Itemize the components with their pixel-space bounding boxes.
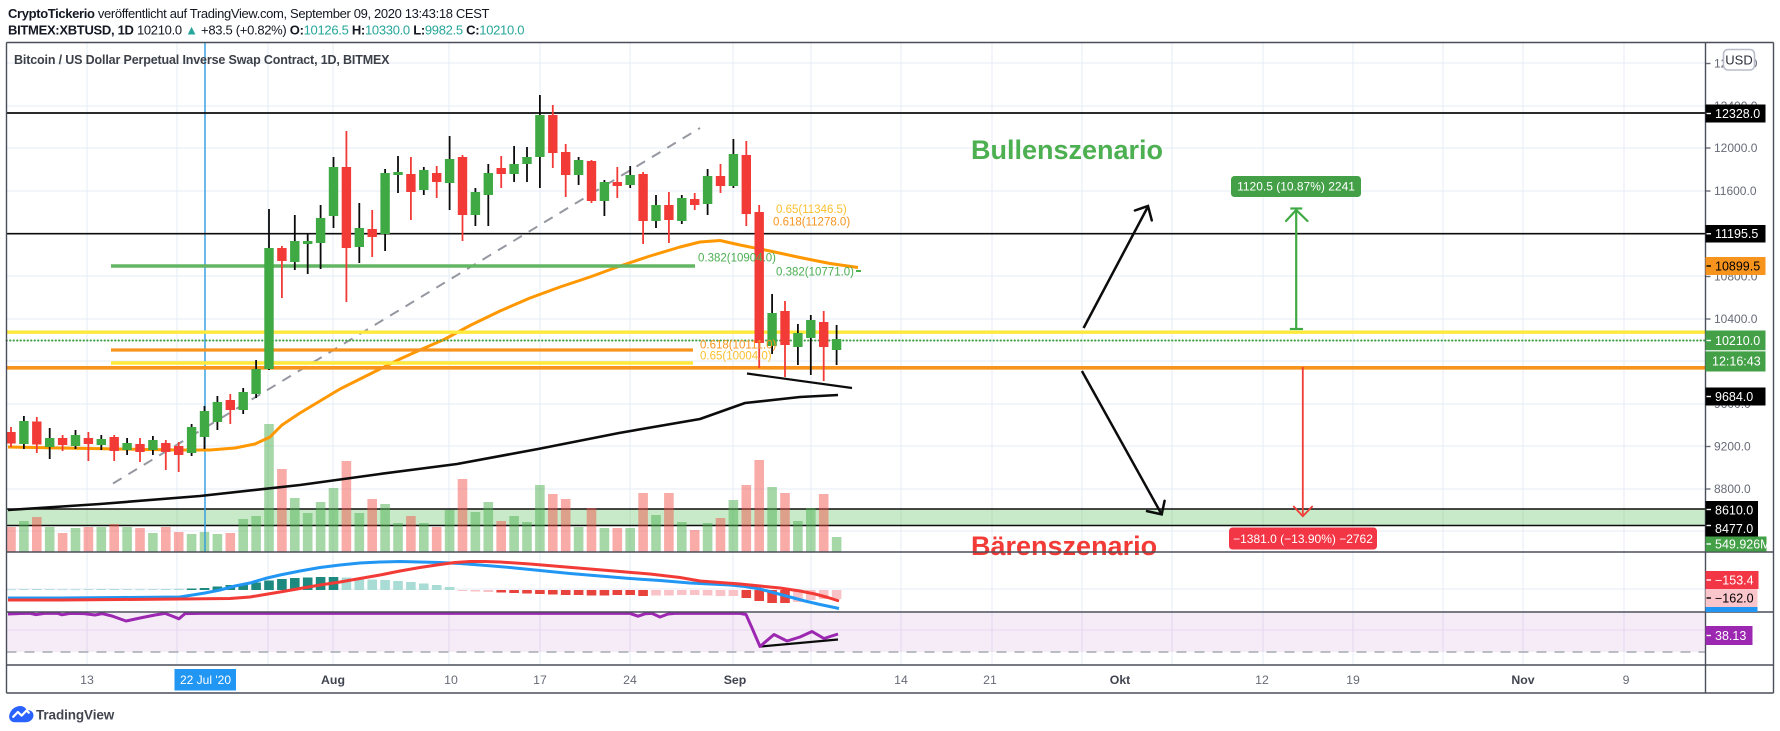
- svg-text:12328.0: 12328.0: [1715, 107, 1760, 121]
- svg-text:USD: USD: [1725, 53, 1752, 68]
- svg-text:Okt: Okt: [1110, 673, 1131, 687]
- svg-text:0.618(10111.0): 0.618(10111.0): [700, 340, 776, 352]
- svg-text:17: 17: [533, 673, 547, 687]
- svg-text:−1381.0 (−13.90%) −2762: −1381.0 (−13.90%) −2762: [1233, 532, 1373, 546]
- svg-text:24: 24: [623, 673, 637, 687]
- svg-text:9: 9: [1623, 673, 1630, 687]
- svg-text:Nov: Nov: [1511, 673, 1534, 687]
- svg-text:Bitcoin / US Dollar Perpetual: Bitcoin / US Dollar Perpetual Inverse Sw…: [14, 53, 390, 67]
- svg-text:0.65(11346.5): 0.65(11346.5): [776, 204, 847, 216]
- svg-text:8477.0: 8477.0: [1715, 522, 1753, 536]
- svg-text:12: 12: [1255, 673, 1269, 687]
- svg-text:−162.0: −162.0: [1715, 591, 1754, 605]
- svg-text:10400.0: 10400.0: [1714, 312, 1758, 326]
- svg-text:10899.5: 10899.5: [1715, 259, 1760, 273]
- svg-text:8800.0: 8800.0: [1714, 482, 1751, 496]
- svg-text:12000.0: 12000.0: [1714, 141, 1758, 155]
- svg-text:0.618(11278.0): 0.618(11278.0): [773, 217, 850, 229]
- svg-text:11195.5: 11195.5: [1715, 227, 1758, 241]
- svg-text:0.65(10004.0): 0.65(10004.0): [700, 351, 772, 363]
- svg-text:14: 14: [894, 673, 908, 687]
- svg-text:9684.0: 9684.0: [1715, 390, 1753, 404]
- svg-text:−153.4: −153.4: [1715, 573, 1754, 587]
- svg-text:21: 21: [983, 673, 997, 687]
- svg-text:Sep: Sep: [724, 673, 747, 687]
- svg-text:Aug: Aug: [321, 673, 345, 687]
- svg-text:13: 13: [80, 673, 94, 687]
- svg-text:12:16:43: 12:16:43: [1712, 354, 1761, 368]
- svg-text:19: 19: [1346, 673, 1360, 687]
- svg-text:BITMEX:XBTUSD, 1D 10210.0 ▲ +8: BITMEX:XBTUSD, 1D 10210.0 ▲ +83.5 (+0.82…: [8, 23, 524, 38]
- svg-text:549.926M: 549.926M: [1715, 537, 1771, 551]
- svg-text:11600.0: 11600.0: [1714, 184, 1757, 198]
- svg-text:Bullenszenario: Bullenszenario: [971, 135, 1163, 165]
- svg-text:8610.0: 8610.0: [1715, 503, 1753, 517]
- svg-text:0.382(10904.0): 0.382(10904.0): [698, 253, 776, 265]
- svg-text:10: 10: [444, 673, 458, 687]
- svg-text:CryptoTickerio veröffentlicht: CryptoTickerio veröffentlicht auf Tradin…: [8, 6, 490, 21]
- svg-text:TradingView: TradingView: [36, 708, 115, 723]
- svg-text:0.382(10771.0): 0.382(10771.0): [776, 267, 854, 279]
- svg-text:22 Jul '20: 22 Jul '20: [180, 673, 231, 687]
- svg-text:10210.0: 10210.0: [1715, 334, 1760, 348]
- svg-text:38.13: 38.13: [1715, 629, 1746, 643]
- svg-text:Bärenszenario: Bärenszenario: [971, 531, 1157, 561]
- svg-text:9200.0: 9200.0: [1714, 440, 1751, 454]
- svg-text:1120.5 (10.87%) 2241: 1120.5 (10.87%) 2241: [1237, 180, 1355, 194]
